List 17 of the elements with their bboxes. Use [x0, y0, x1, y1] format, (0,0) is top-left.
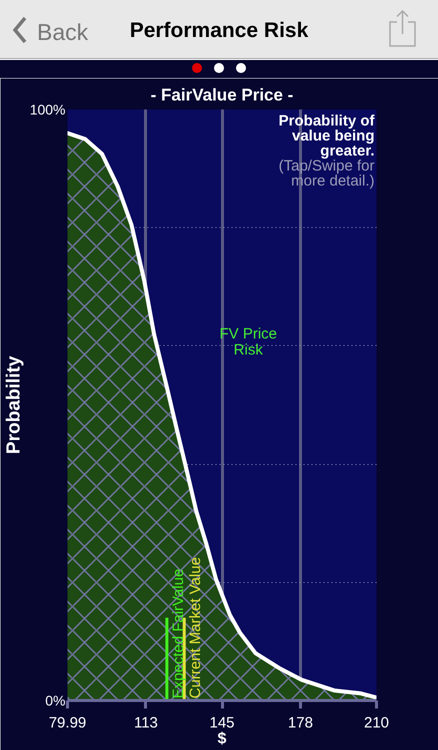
chart-title: Performance Risk: [128, 18, 310, 44]
text: Back: [37, 18, 88, 47]
chart-subtitle: - FairValue Price -: [150, 86, 294, 104]
ref-line-label: Expected FairValue: [170, 568, 187, 698]
annotation: Probability of value being greater.: [278, 112, 376, 160]
x-tick-label: 178: [288, 714, 313, 732]
annotation: (Tap/Swipe for more detail.): [278, 158, 375, 190]
y-tick-label: 100%: [30, 102, 66, 118]
y-axis-title: Probability: [4, 355, 25, 454]
y-tick-label: 0%: [45, 692, 66, 708]
x-tick-label: 79.99: [48, 714, 86, 732]
x-tick-label: 113: [134, 714, 158, 732]
x-axis-title: $: [218, 730, 227, 748]
x-tick-label: 145: [210, 714, 235, 732]
ref-line-label: Current Market Value: [187, 557, 204, 698]
x-tick-label: 210: [364, 714, 390, 732]
annotation: FV Price Risk: [220, 326, 278, 359]
